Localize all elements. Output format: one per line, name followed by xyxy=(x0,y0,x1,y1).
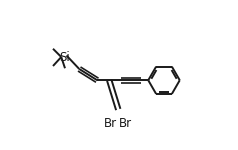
Text: Br: Br xyxy=(104,117,117,130)
Text: Si: Si xyxy=(59,51,70,64)
Text: Br: Br xyxy=(119,117,132,130)
